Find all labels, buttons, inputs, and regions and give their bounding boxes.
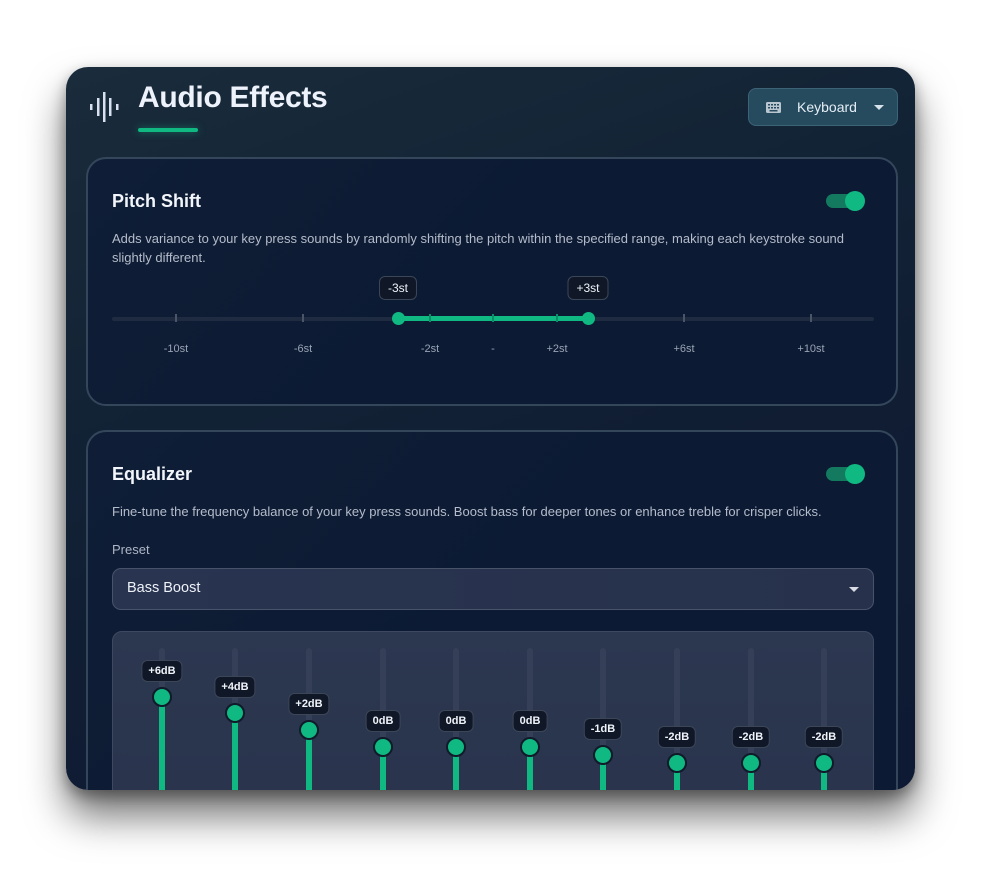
toggle-knob	[845, 464, 865, 484]
band-value-bubble: +6dB	[141, 660, 183, 682]
toggle-knob	[845, 191, 865, 211]
preset-select-value: Bass Boost	[127, 580, 201, 596]
tick-mark	[175, 314, 177, 322]
device-select-value: Keyboard	[797, 99, 857, 115]
pitch-shift-title: Pitch Shift	[112, 191, 201, 211]
band-value-bubble: 0dB	[438, 710, 474, 732]
preset-select[interactable]: Bass Boost	[112, 568, 874, 610]
chevron-down-icon	[874, 105, 884, 110]
tick-label: -6st	[293, 343, 313, 355]
pitch-low-thumb[interactable]	[392, 312, 405, 325]
band-thumb[interactable]	[152, 687, 172, 707]
band-value-bubble: -2dB	[731, 726, 771, 748]
band-value-bubble: +2dB	[288, 693, 330, 715]
eq-band-slider[interactable]: -1dB	[583, 632, 623, 790]
equalizer-card: Equalizer Fine-tune the frequency balanc…	[86, 430, 898, 790]
band-fill	[306, 731, 312, 790]
tick-mark	[556, 314, 558, 322]
device-select[interactable]: Keyboard	[748, 88, 898, 126]
pitch-low-value-bubble: -3st	[378, 276, 418, 300]
band-value-bubble: -1dB	[583, 718, 623, 740]
tick-label: -2st	[420, 343, 440, 355]
band-thumb[interactable]	[373, 737, 393, 757]
band-thumb[interactable]	[814, 753, 834, 773]
eq-band-slider[interactable]: 0dB	[436, 632, 476, 790]
page-title: Audio Effects	[138, 81, 328, 114]
tick-mark	[810, 314, 812, 322]
band-thumb[interactable]	[741, 753, 761, 773]
band-thumb[interactable]	[446, 737, 466, 757]
chevron-down-icon	[849, 587, 859, 592]
band-value-bubble: 0dB	[512, 710, 548, 732]
eq-band-slider[interactable]: -2dB	[657, 632, 697, 790]
pitch-high-thumb[interactable]	[582, 312, 595, 325]
eq-band-slider[interactable]: +2dB	[288, 632, 330, 790]
tick-label: -	[491, 343, 495, 355]
pitch-range-slider[interactable]	[112, 312, 874, 325]
pitch-shift-toggle[interactable]	[826, 191, 865, 211]
tick-label: +10st	[797, 343, 825, 355]
tick-mark	[683, 314, 685, 322]
equalizer-toggle[interactable]	[826, 464, 865, 484]
eq-band-slider[interactable]: +6dB	[141, 632, 183, 790]
band-thumb[interactable]	[520, 737, 540, 757]
eq-band-slider[interactable]: 0dB	[363, 632, 403, 790]
band-fill	[748, 764, 754, 790]
band-fill	[453, 748, 459, 790]
band-value-bubble: -2dB	[804, 726, 844, 748]
pitch-shift-card: Pitch Shift Adds variance to your key pr…	[86, 157, 898, 406]
tick-label: +6st	[673, 343, 695, 355]
band-track	[748, 648, 754, 790]
tick-mark	[302, 314, 304, 322]
band-fill	[527, 748, 533, 790]
band-fill	[674, 764, 680, 790]
eq-band-slider[interactable]: 0dB	[510, 632, 550, 790]
band-track	[674, 648, 680, 790]
waveform-icon	[90, 92, 119, 122]
band-fill	[600, 756, 606, 790]
pitch-range-fill	[398, 314, 588, 322]
pitch-high-value-bubble: +3st	[567, 276, 609, 300]
band-fill	[232, 714, 238, 790]
band-fill	[380, 748, 386, 790]
tick-label: +2st	[546, 343, 568, 355]
band-thumb[interactable]	[299, 720, 319, 740]
band-thumb[interactable]	[225, 703, 245, 723]
tick-mark	[492, 314, 494, 322]
preset-label: Preset	[112, 542, 150, 557]
band-track	[821, 648, 827, 790]
eq-band-slider[interactable]: -2dB	[804, 632, 844, 790]
tick-mark	[429, 314, 431, 322]
band-value-bubble: -2dB	[657, 726, 697, 748]
keyboard-icon	[766, 102, 781, 113]
equalizer-title: Equalizer	[112, 464, 193, 484]
band-value-bubble: +4dB	[214, 676, 256, 698]
audio-effects-window: Audio Effects Keyboard Pitch Shift Adds …	[66, 67, 915, 790]
eq-bands-panel: +6dB +4dB +2dB 0dB	[112, 631, 874, 790]
tick-label: -10st	[163, 343, 189, 355]
eq-band-slider[interactable]: +4dB	[214, 632, 256, 790]
eq-band-slider[interactable]: -2dB	[731, 632, 771, 790]
band-fill	[159, 698, 165, 790]
pitch-shift-description: Adds variance to your key press sounds b…	[112, 231, 845, 265]
band-thumb[interactable]	[593, 745, 613, 765]
band-fill	[821, 764, 827, 790]
band-value-bubble: 0dB	[365, 710, 401, 732]
equalizer-description: Fine-tune the frequency balance of your …	[112, 504, 822, 519]
band-thumb[interactable]	[667, 753, 687, 773]
title-underline	[138, 128, 198, 132]
band-track	[306, 648, 312, 790]
